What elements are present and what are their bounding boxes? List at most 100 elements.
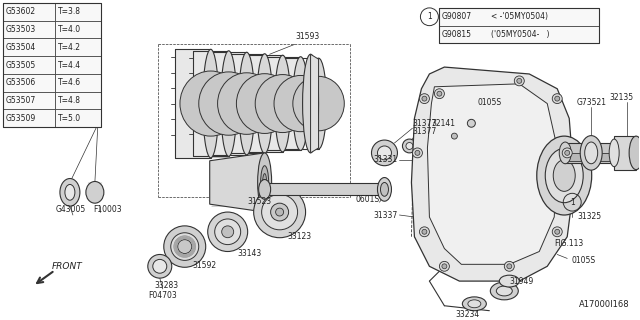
Text: T=4.4: T=4.4 (58, 60, 81, 69)
Text: 1: 1 (427, 12, 432, 21)
Bar (55, 38, 101, 56)
Ellipse shape (239, 52, 255, 155)
Text: G53602: G53602 (6, 7, 36, 16)
Text: 0105S: 0105S (477, 98, 502, 107)
Ellipse shape (180, 71, 241, 136)
Text: 0601S: 0601S (355, 195, 380, 204)
Text: T=4.6: T=4.6 (58, 78, 81, 87)
Ellipse shape (257, 54, 273, 153)
Text: FRONT: FRONT (52, 262, 83, 271)
Polygon shape (246, 55, 283, 152)
Ellipse shape (378, 178, 392, 201)
Text: 33143: 33143 (237, 249, 262, 258)
Ellipse shape (178, 240, 192, 253)
Ellipse shape (258, 153, 271, 212)
Polygon shape (412, 67, 574, 281)
Text: G53503: G53503 (6, 25, 36, 34)
Bar (440, 26, 599, 44)
Polygon shape (175, 49, 211, 158)
Text: G53507: G53507 (6, 96, 36, 105)
Bar (264, 183, 385, 195)
Ellipse shape (259, 180, 271, 199)
Polygon shape (193, 51, 228, 156)
Bar (564, 153, 619, 161)
Text: T=4.0: T=4.0 (58, 25, 81, 34)
Circle shape (412, 148, 422, 158)
Circle shape (555, 229, 560, 234)
Bar (440, 8, 599, 26)
Bar (55, 21, 101, 38)
Bar (3, 74, 55, 92)
Ellipse shape (403, 139, 417, 153)
Ellipse shape (499, 275, 519, 287)
Ellipse shape (203, 49, 219, 158)
Text: 33234: 33234 (455, 310, 479, 319)
Circle shape (552, 94, 562, 104)
Ellipse shape (293, 76, 344, 131)
Ellipse shape (292, 57, 308, 150)
Circle shape (562, 148, 572, 158)
Text: A17000I168: A17000I168 (579, 300, 629, 309)
Ellipse shape (468, 300, 481, 308)
Ellipse shape (609, 139, 619, 167)
Ellipse shape (303, 54, 319, 153)
Bar (3, 3, 55, 21)
Ellipse shape (148, 254, 172, 278)
Ellipse shape (253, 187, 305, 238)
Bar (3, 21, 55, 38)
Ellipse shape (462, 297, 486, 311)
Ellipse shape (490, 282, 518, 300)
Polygon shape (428, 84, 557, 264)
Bar (614, 136, 636, 170)
Text: 31949: 31949 (509, 277, 534, 286)
Text: 31337: 31337 (373, 211, 397, 220)
Bar (55, 3, 101, 21)
Ellipse shape (86, 181, 104, 203)
Ellipse shape (629, 136, 640, 170)
Bar (3, 92, 55, 109)
Text: T=4.8: T=4.8 (58, 96, 81, 105)
Ellipse shape (553, 160, 575, 191)
Text: G90815: G90815 (442, 30, 472, 39)
Text: F04703: F04703 (148, 291, 177, 300)
Bar (3, 109, 55, 127)
Bar (55, 74, 101, 92)
Circle shape (437, 91, 442, 96)
Polygon shape (310, 54, 319, 153)
Circle shape (422, 229, 427, 234)
Text: G53505: G53505 (6, 60, 36, 69)
Text: F10003: F10003 (93, 205, 122, 214)
Ellipse shape (380, 182, 388, 196)
Circle shape (515, 76, 524, 86)
Bar (440, 8, 599, 44)
Text: 31592: 31592 (193, 261, 217, 270)
Text: 31377: 31377 (412, 127, 436, 136)
Ellipse shape (467, 119, 476, 127)
Circle shape (504, 261, 515, 271)
Ellipse shape (255, 75, 310, 132)
Bar (564, 143, 619, 163)
Text: < -'05MY0504): < -'05MY0504) (492, 12, 548, 21)
Polygon shape (228, 54, 264, 153)
Circle shape (552, 227, 562, 237)
Text: ('05MY0504-   ): ('05MY0504- ) (492, 30, 550, 39)
Bar (3, 56, 55, 74)
Bar (55, 109, 101, 127)
Text: 31377: 31377 (412, 119, 436, 128)
Ellipse shape (580, 136, 602, 170)
Ellipse shape (614, 144, 624, 162)
Ellipse shape (271, 203, 289, 221)
Circle shape (555, 96, 560, 101)
Ellipse shape (221, 226, 234, 238)
Ellipse shape (171, 233, 199, 260)
Ellipse shape (537, 136, 592, 215)
Text: 0105S: 0105S (572, 256, 595, 266)
Ellipse shape (65, 184, 75, 200)
Circle shape (564, 150, 570, 155)
Text: FIG.113: FIG.113 (554, 239, 584, 248)
Polygon shape (264, 57, 301, 150)
Ellipse shape (214, 219, 241, 244)
Ellipse shape (378, 146, 392, 160)
Ellipse shape (218, 73, 276, 134)
Text: 1: 1 (570, 198, 575, 207)
